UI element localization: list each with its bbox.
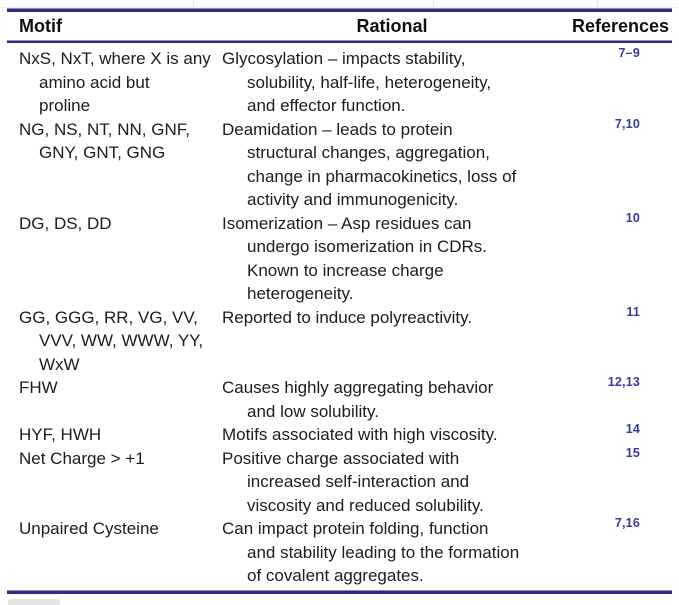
references-cell: 11 [626, 304, 640, 319]
table-row: HYF, HWH Motifs associated with high vis… [7, 422, 672, 447]
rational-cell: Can impact protein folding, function and … [222, 519, 520, 585]
rational-cell: Glycosylation – impacts stability, solubi… [222, 49, 492, 115]
table-row: GG, GGG, RR, VG, VV, VVV, WW, WWW, YY, WxW… [7, 305, 672, 377]
motif-cell: NxS, NxT, where X is any amino acid but pr… [19, 49, 211, 115]
references-cell: 15 [625, 445, 640, 460]
table-row: Net Charge > +1 Positive charge associat… [7, 446, 672, 518]
table-row: FHW Causes highly aggregating behavior an… [7, 375, 672, 423]
col-header-motif: Motif [19, 15, 62, 36]
bottom-edge-artifact [8, 599, 60, 605]
page-top-edge-artifact [0, 0, 679, 8]
table-body: NxS, NxT, where X is any amino acid but pr… [7, 43, 672, 588]
col-header-references: References [572, 15, 670, 36]
references-cell: 7,10 [614, 116, 640, 131]
table-bottom-rule [7, 589, 672, 594]
table-row: NxS, NxT, where X is any amino acid but pr… [7, 46, 672, 118]
artifact-divider [597, 0, 598, 7]
table-row: NG, NS, NT, NN, GNF, GNY, GNT, GNG Deamid… [7, 117, 672, 212]
artifact-divider [193, 0, 194, 7]
motif-liability-table: Motif Rational References NxS, NxT, wher… [7, 8, 672, 594]
references-cell: 14 [625, 422, 640, 436]
motif-cell: Unpaired Cysteine [19, 519, 159, 538]
rational-cell: Reported to induce polyreactivity. [222, 307, 473, 327]
rational-cell: Positive charge associated with increased… [222, 448, 484, 515]
motif-cell: HYF, HWH [19, 425, 102, 444]
table-row: DG, DS, DD Isomerization – Asp residues … [7, 211, 672, 306]
rational-cell: Motifs associated with high viscosity. [222, 425, 498, 444]
references-cell: 7–9 [618, 46, 640, 60]
table-top-rule [7, 8, 672, 12]
references-cell: 7,16 [614, 516, 640, 530]
motif-cell: DG, DS, DD [19, 213, 112, 233]
references-cell: 12,13 [607, 375, 640, 389]
references-cell: 10 [625, 210, 640, 225]
motif-cell: FHW [19, 378, 58, 397]
artifact-divider [433, 0, 434, 7]
rational-cell: Deamidation – leads to protein structural… [222, 119, 517, 210]
motif-cell: Net Charge > +1 [19, 448, 145, 468]
col-header-rational: Rational [356, 15, 428, 36]
table-header-row: Motif Rational References [7, 12, 672, 40]
rational-cell: Causes highly aggregating behavior and lo… [222, 378, 494, 421]
motif-cell: NG, NS, NT, NN, GNF, GNY, GNT, GNG [19, 119, 190, 163]
rational-cell: Isomerization – Asp residues can undergo … [222, 213, 487, 304]
table-header-rule [7, 40, 672, 43]
table-row: Unpaired Cysteine Can impact protein fol… [7, 516, 672, 588]
motif-cell: GG, GGG, RR, VG, VV, VVV, WW, WWW, YY, WxW [19, 307, 204, 374]
